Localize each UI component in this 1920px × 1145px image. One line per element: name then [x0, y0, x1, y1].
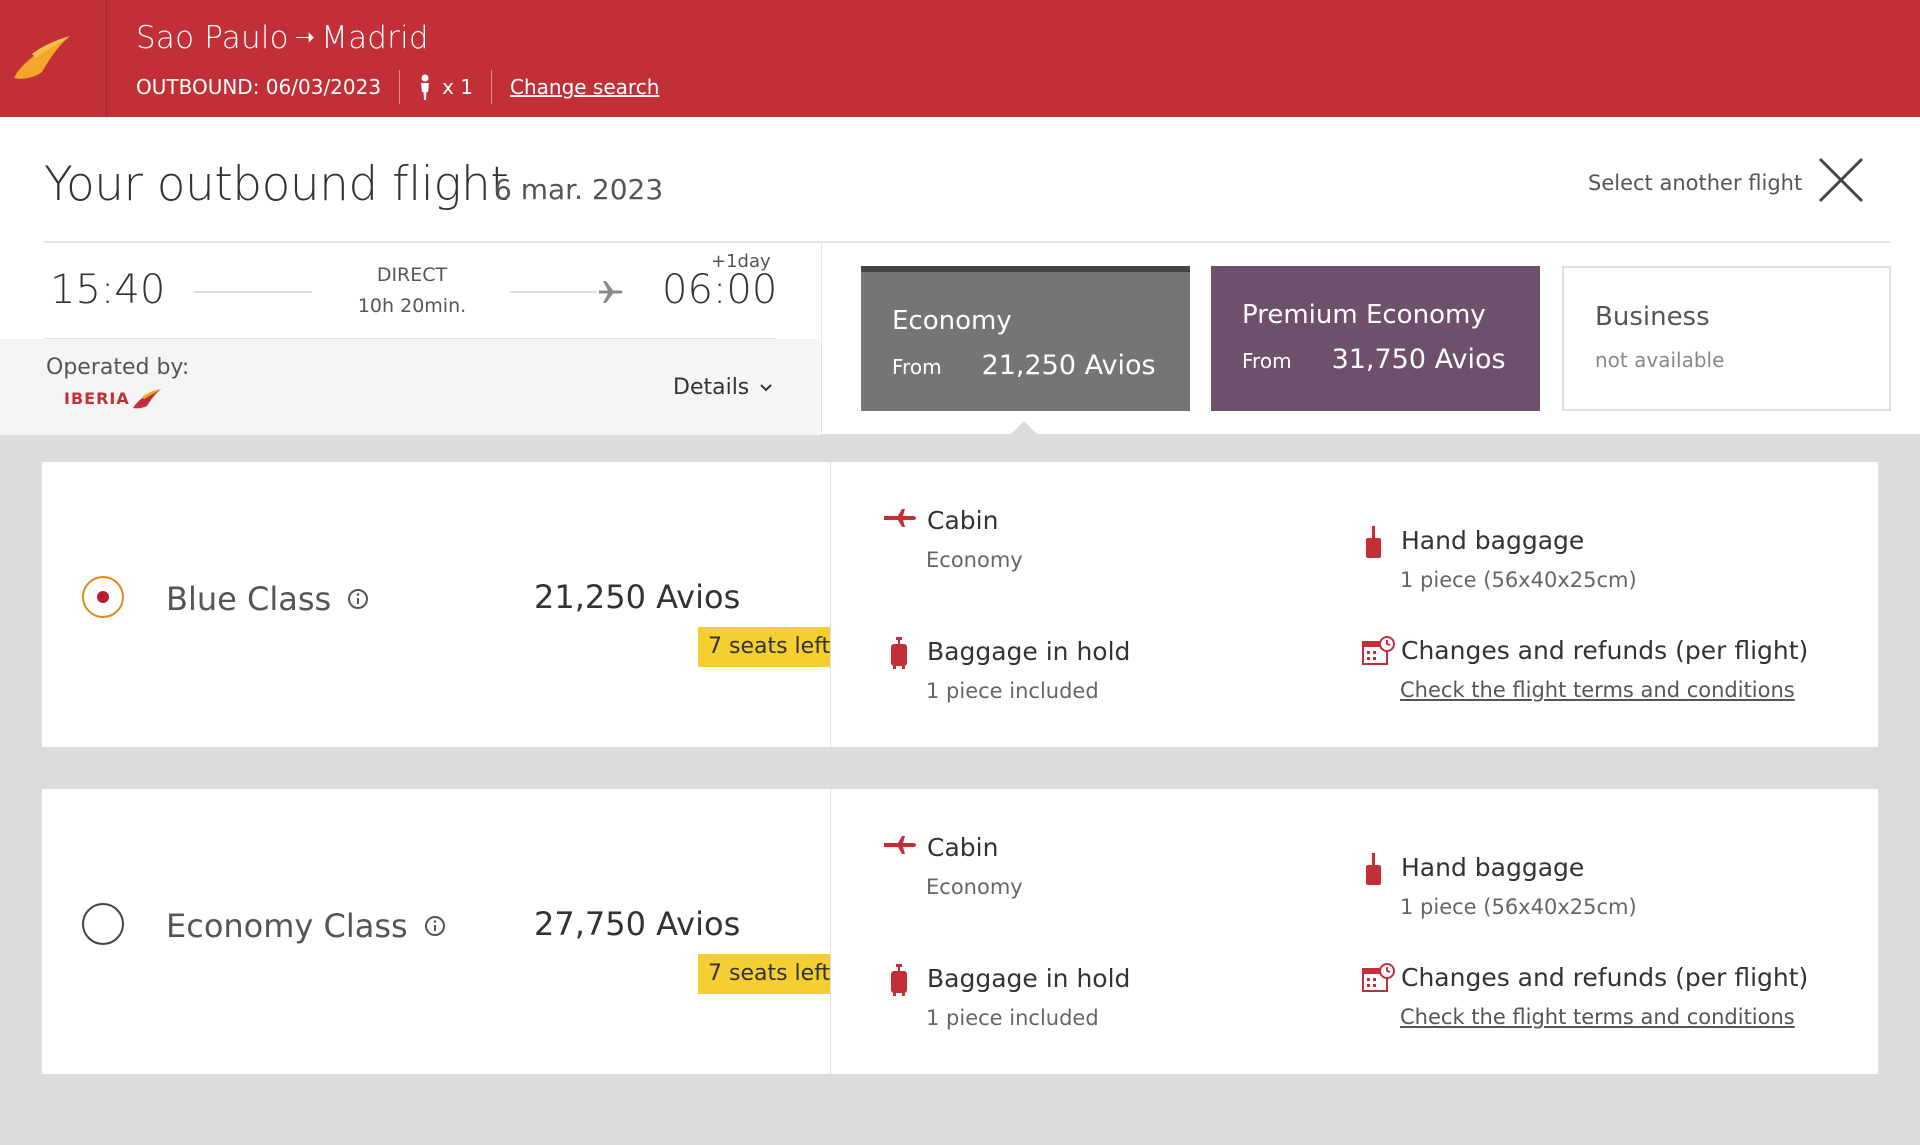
divider	[399, 70, 401, 104]
search-summary: OUTBOUND: 06/03/2023 x 1 Change search	[136, 70, 659, 104]
calendar-clock-icon	[1362, 963, 1395, 992]
chevron-down-icon	[760, 383, 772, 391]
cabin-price-row: From 21,250 Avios	[892, 350, 1159, 381]
plus-day-label: +1day	[711, 251, 771, 272]
stops-label: DIRECT	[376, 264, 448, 286]
fare-name-text: Economy Class	[166, 907, 408, 945]
change-search-link[interactable]: Change search	[510, 75, 660, 99]
suitcase-icon	[891, 637, 907, 669]
cabin-card-economy[interactable]: Economy From 21,250 Avios	[861, 266, 1190, 411]
route-arrow-icon: ➝	[294, 23, 316, 51]
feature-value: 1 piece included	[926, 679, 1099, 703]
feature-value: 1 piece included	[926, 1006, 1099, 1030]
divider	[830, 789, 831, 1074]
fare-price: 21,250 Avios	[534, 578, 741, 616]
feature-value: 1 piece (56x40x25cm)	[1400, 568, 1637, 592]
outbound-date: OUTBOUND: 06/03/2023	[136, 75, 382, 99]
suitcase-icon	[891, 964, 907, 996]
operated-by-label: Operated by:	[46, 355, 190, 380]
route-title: Sao Paulo ➝ Madrid	[136, 20, 429, 56]
cabin-card-premium-economy[interactable]: Premium Economy From 31,750 Avios	[1211, 266, 1540, 411]
fare-row-blue-class: Blue Class 21,250 Avios 7 seats left Cab…	[42, 462, 1878, 747]
duration-label: 10h 20min.	[357, 295, 467, 317]
from-label: From	[1242, 349, 1292, 373]
flight-date: 6 mar. 2023	[494, 173, 664, 206]
feature-title: Baggage in hold	[927, 964, 1131, 993]
plane-icon	[884, 836, 916, 854]
plane-icon	[884, 509, 916, 527]
info-icon[interactable]	[347, 588, 369, 610]
divider	[44, 241, 1890, 243]
cabin-status: not available	[1595, 348, 1725, 372]
fare-name: Blue Class	[166, 580, 369, 618]
select-another-flight-label[interactable]: Select another flight	[1588, 171, 1803, 195]
feature-title: Changes and refunds (per flight)	[1401, 963, 1809, 992]
iberia-wing-icon	[132, 389, 161, 409]
hand-baggage-icon	[1366, 853, 1381, 885]
flight-stops: DIRECT 10h 20min.	[332, 260, 492, 322]
airline-name: IBERIA	[64, 388, 130, 408]
operator-area	[0, 339, 820, 435]
destination-city: Madrid	[321, 20, 429, 56]
flight-terms-link[interactable]: Check the flight terms and conditions	[1400, 678, 1795, 702]
passenger-count-text: x 1	[442, 75, 473, 99]
cabin-price-row: From 31,750 Avios	[1242, 344, 1509, 375]
feature-title: Baggage in hold	[927, 637, 1131, 666]
fare-row-economy-class: Economy Class 27,750 Avios 7 seats left …	[42, 789, 1878, 1074]
top-bar: Sao Paulo ➝ Madrid OUTBOUND: 06/03/2023 x …	[0, 0, 1920, 117]
passenger-count: x 1	[418, 74, 473, 100]
feature-title: Hand baggage	[1401, 526, 1585, 555]
cabin-price: 31,750 Avios	[1331, 344, 1506, 375]
origin-city: Sao Paulo	[136, 20, 289, 56]
calendar-clock-icon	[1362, 636, 1395, 665]
details-label: Details	[673, 375, 750, 400]
cabin-name: Business	[1595, 302, 1710, 332]
timeline-line	[510, 291, 596, 293]
departure-time: 15:40	[50, 267, 166, 313]
divider	[821, 243, 822, 434]
cabin-name: Economy	[892, 306, 1012, 336]
cabin-card-business: Business not available	[1562, 266, 1891, 411]
info-icon[interactable]	[424, 915, 446, 937]
fare-price: 27,750 Avios	[534, 905, 741, 943]
arrival-time: 06:00	[662, 267, 778, 313]
feature-value: Economy	[926, 875, 1023, 899]
feature-title: Cabin	[927, 833, 999, 862]
feature-title: Cabin	[927, 506, 999, 535]
feature-title: Changes and refunds (per flight)	[1401, 636, 1809, 665]
feature-value: 1 piece (56x40x25cm)	[1400, 895, 1637, 919]
fare-name-text: Blue Class	[166, 580, 332, 618]
cabin-name: Premium Economy	[1242, 300, 1486, 330]
iberia-wing-icon	[14, 36, 70, 79]
close-icon[interactable]	[1816, 155, 1866, 205]
feature-value: Economy	[926, 548, 1023, 572]
from-label: From	[892, 355, 942, 379]
logo[interactable]	[0, 0, 107, 117]
timeline-line	[194, 291, 312, 293]
details-toggle[interactable]: Details	[673, 375, 773, 400]
fare-selector[interactable]: Economy Class 27,750 Avios 7 seats left	[42, 789, 830, 1074]
person-icon	[421, 74, 430, 100]
airline-logo: IBERIA	[64, 387, 162, 409]
hand-baggage-icon	[1366, 526, 1381, 558]
seats-left-badge: 7 seats left	[698, 954, 830, 994]
fare-radio[interactable]	[82, 903, 124, 945]
fare-radio-selected[interactable]	[82, 576, 124, 618]
feature-title: Hand baggage	[1401, 853, 1585, 882]
page-title: Your outbound flight	[44, 157, 509, 212]
seats-left-badge: 7 seats left	[698, 627, 830, 667]
selected-cabin-pointer	[1010, 421, 1038, 435]
flight-terms-link[interactable]: Check the flight terms and conditions	[1400, 1005, 1795, 1029]
plane-icon	[599, 281, 623, 303]
divider	[830, 462, 831, 747]
cabin-price: 21,250 Avios	[981, 350, 1156, 381]
fare-selector[interactable]: Blue Class 21,250 Avios 7 seats left	[42, 462, 830, 747]
divider	[44, 338, 776, 339]
fare-name: Economy Class	[166, 907, 446, 945]
divider	[491, 70, 492, 104]
